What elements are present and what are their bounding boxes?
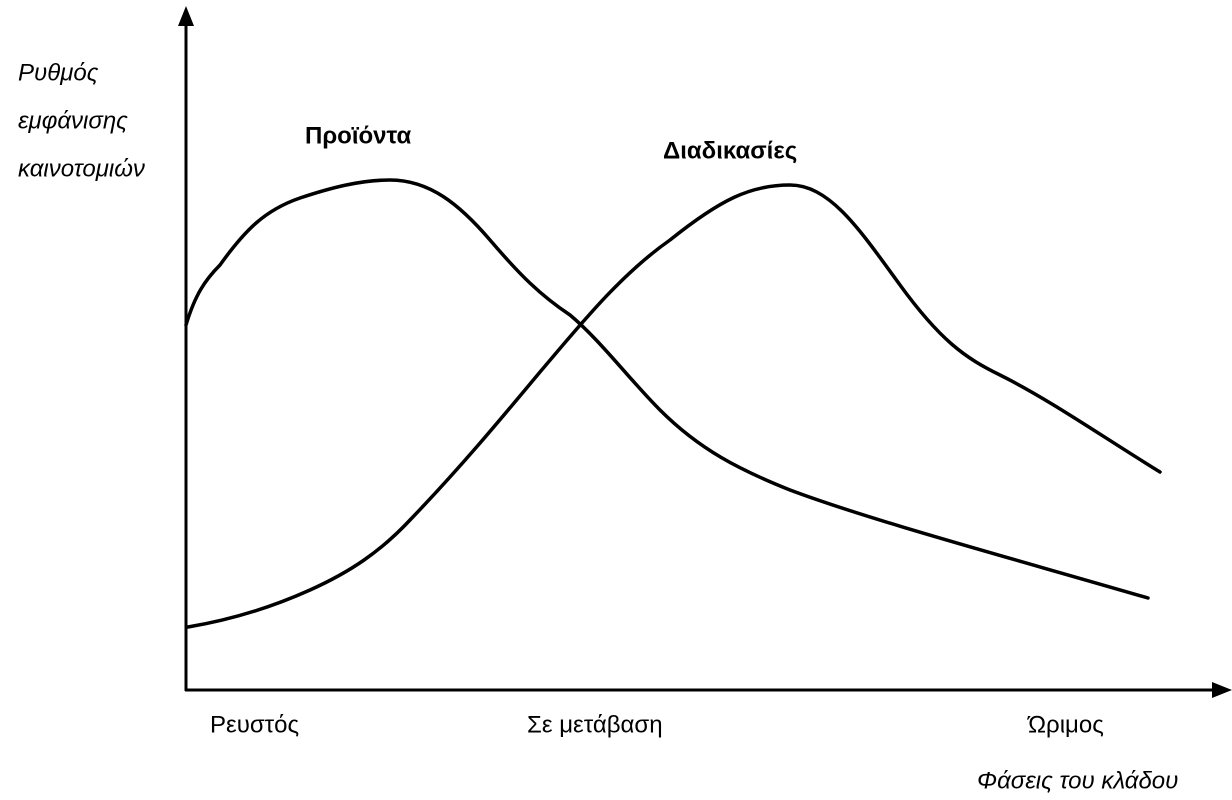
phase-label: Ρευστός (210, 711, 299, 738)
phase-label: Ώριμος (1027, 711, 1104, 738)
curve-label: Προϊόντα (305, 122, 412, 149)
product-curve (184, 178, 1150, 600)
y-axis-arrow (178, 6, 194, 26)
process-curve (186, 183, 1162, 629)
phase-label: Σε μετάβαση (527, 711, 663, 738)
y-axis-label: καινοτομιών (18, 155, 145, 182)
y-axis-label: Ρυθμός (18, 59, 99, 86)
y-axis-label: εμφάνισης (18, 107, 128, 134)
x-axis-arrow (1212, 682, 1232, 698)
curve-label: Διαδικασίες (663, 137, 797, 164)
x-axis-label: Φάσεις του κλάδου (977, 767, 1178, 794)
